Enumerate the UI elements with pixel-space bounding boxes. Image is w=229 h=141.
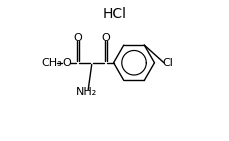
Text: HCl: HCl [103,7,126,21]
Text: Cl: Cl [162,58,173,68]
Text: NH₂: NH₂ [76,87,97,97]
Text: O: O [73,33,82,43]
Text: O: O [62,58,71,68]
Text: CH₃: CH₃ [41,58,62,68]
Text: O: O [101,33,110,43]
